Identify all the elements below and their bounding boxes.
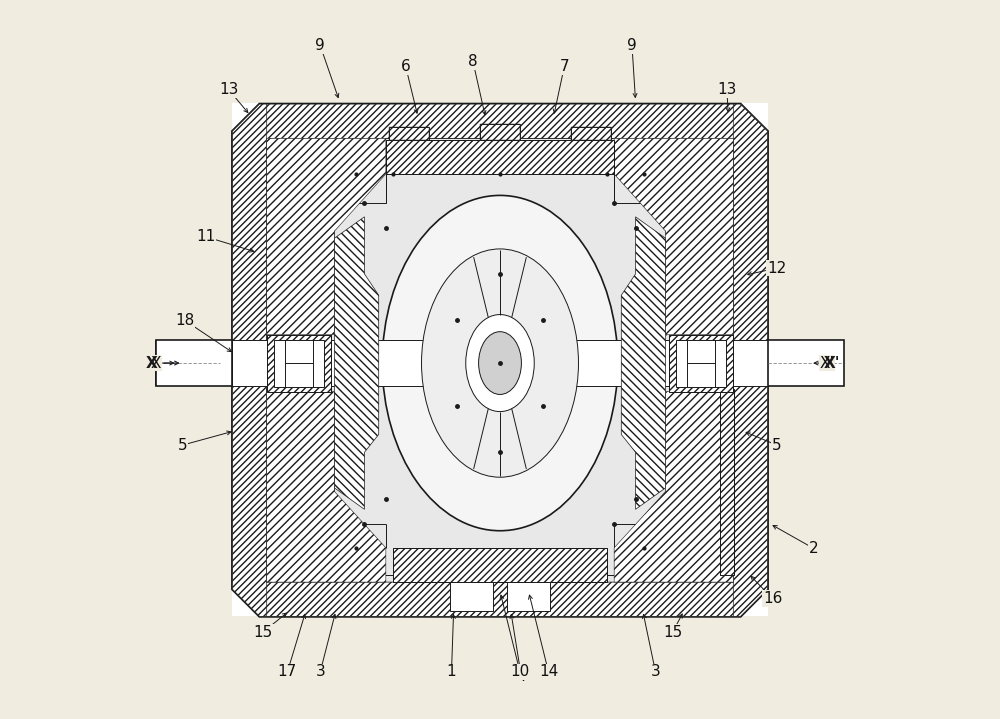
Bar: [480, 124, 520, 139]
Text: X: X: [151, 356, 161, 370]
Bar: [450, 582, 493, 610]
Bar: [267, 334, 331, 392]
Polygon shape: [232, 104, 267, 616]
Text: 9: 9: [315, 38, 325, 53]
Text: 14: 14: [539, 664, 558, 679]
Bar: [720, 390, 734, 575]
Text: 2: 2: [809, 541, 819, 556]
Bar: [386, 139, 614, 174]
Ellipse shape: [382, 196, 618, 531]
Bar: [274, 339, 324, 387]
Polygon shape: [666, 492, 733, 582]
Polygon shape: [621, 217, 666, 509]
Bar: [669, 334, 733, 392]
Text: 11: 11: [196, 229, 216, 244]
Bar: [676, 339, 726, 387]
Ellipse shape: [479, 331, 521, 395]
Ellipse shape: [466, 314, 534, 411]
Text: 8: 8: [468, 54, 478, 69]
Text: X': X': [819, 356, 834, 370]
Text: 15: 15: [254, 625, 273, 639]
Polygon shape: [267, 492, 334, 582]
Text: 4: 4: [517, 669, 526, 684]
Polygon shape: [232, 104, 768, 616]
Text: 3: 3: [651, 664, 660, 679]
Polygon shape: [666, 138, 733, 231]
Polygon shape: [666, 138, 733, 582]
Text: X: X: [146, 356, 158, 370]
Bar: [393, 548, 607, 582]
Text: 18: 18: [175, 313, 194, 328]
Bar: [669, 334, 733, 392]
Text: 13: 13: [219, 82, 239, 97]
Polygon shape: [733, 104, 768, 616]
Text: X': X': [824, 356, 840, 370]
Polygon shape: [614, 138, 733, 334]
Bar: [267, 334, 331, 392]
Ellipse shape: [422, 249, 578, 477]
Text: 7: 7: [559, 60, 569, 75]
Polygon shape: [267, 138, 334, 582]
Bar: [720, 390, 734, 575]
Bar: [386, 139, 614, 174]
Polygon shape: [267, 138, 334, 231]
Text: 6: 6: [401, 60, 411, 75]
Polygon shape: [334, 217, 379, 509]
Text: 1: 1: [447, 664, 456, 679]
Bar: [571, 127, 611, 139]
Bar: [389, 127, 429, 139]
Text: 5: 5: [178, 438, 187, 453]
Bar: [389, 127, 429, 139]
Bar: [507, 582, 550, 610]
Polygon shape: [267, 138, 386, 334]
Text: 9: 9: [627, 38, 637, 53]
Text: 13: 13: [717, 82, 737, 97]
Bar: [232, 340, 768, 386]
Text: 3: 3: [315, 664, 325, 679]
Text: 12: 12: [767, 261, 786, 275]
Polygon shape: [232, 104, 768, 138]
Text: 5: 5: [772, 438, 782, 453]
Text: 16: 16: [763, 591, 782, 606]
Bar: [480, 124, 520, 139]
Bar: [571, 127, 611, 139]
Polygon shape: [614, 392, 733, 582]
Bar: [768, 340, 844, 386]
Bar: [393, 548, 607, 582]
Text: 17: 17: [278, 664, 297, 679]
Polygon shape: [267, 392, 386, 582]
Bar: [156, 340, 232, 386]
Text: 15: 15: [663, 625, 682, 639]
Bar: [232, 103, 768, 616]
Polygon shape: [232, 582, 768, 616]
Text: 10: 10: [510, 664, 530, 679]
